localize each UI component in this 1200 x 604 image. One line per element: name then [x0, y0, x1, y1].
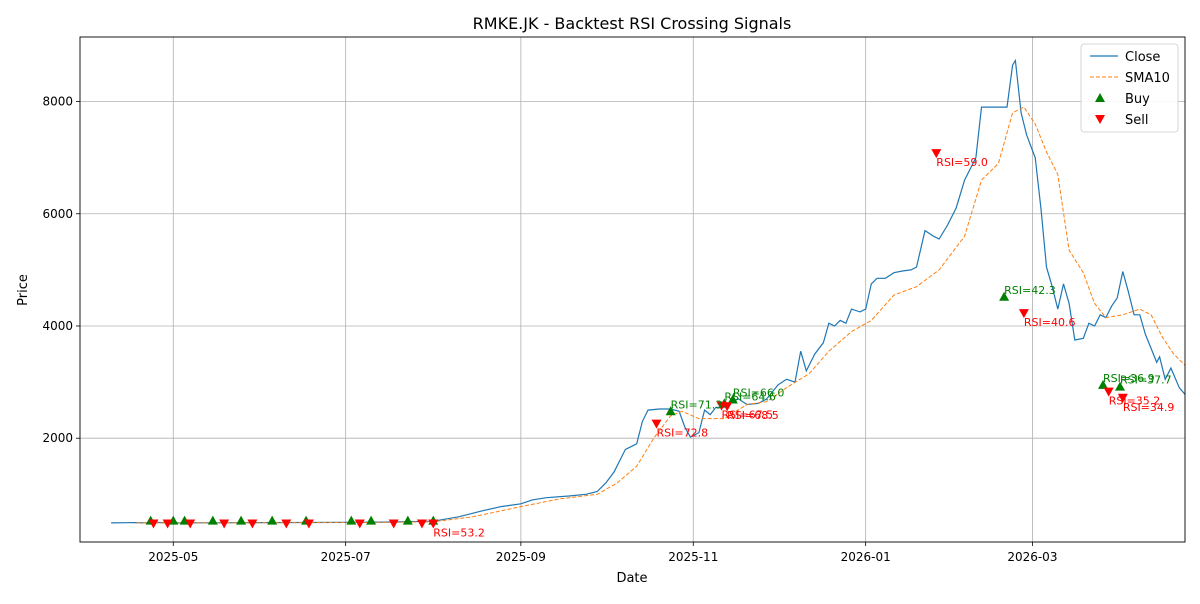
- legend-sma-label: SMA10: [1125, 71, 1170, 86]
- sell-marker: [281, 519, 292, 529]
- legend-close-label: Close: [1125, 50, 1160, 65]
- buy-marker: [346, 515, 357, 525]
- legend-buy-marker: [1095, 93, 1105, 102]
- chart-title: RMKE.JK - Backtest RSI Crossing Signals: [473, 14, 792, 33]
- sell-label: RSI=35.2: [1109, 395, 1161, 408]
- plot-area: [111, 58, 1186, 524]
- legend-sell-marker: [1095, 115, 1105, 124]
- close-price-line: [111, 58, 1186, 524]
- x-tick-label: 2025-09: [496, 550, 546, 564]
- sell-marker: [931, 149, 942, 159]
- buy-marker: [999, 291, 1010, 301]
- y-axis: 2000 4000 6000 8000: [42, 95, 80, 445]
- grid: [80, 37, 1185, 542]
- sell-marker: [1018, 309, 1029, 319]
- sell-marker: [219, 519, 230, 529]
- sell-label: RSI=72.8: [657, 427, 709, 440]
- sell-label: RSI=59.0: [936, 156, 988, 169]
- x-tick-label: 2026-03: [1007, 550, 1057, 564]
- buy-label: RSI=42.3: [1004, 284, 1056, 297]
- buy-marker: [267, 515, 278, 525]
- x-axis: 2025-05 2025-07 2025-09 2025-11 2026-01 2026-…: [148, 542, 1057, 564]
- buy-label: RSI=36.9: [1103, 372, 1155, 385]
- buy-label: RSI=71.3: [671, 398, 723, 411]
- sell-label: RSI=68.5: [727, 409, 779, 422]
- y-tick-label: 6000: [42, 207, 73, 221]
- sell-marker: [1117, 393, 1128, 403]
- x-tick-label: 2025-05: [148, 550, 198, 564]
- sell-label: RSI=53.2: [433, 526, 485, 539]
- y-tick-label: 8000: [42, 95, 73, 109]
- y-tick-label: 4000: [42, 319, 73, 333]
- buy-label: RSI=64.6: [724, 390, 776, 403]
- x-axis-label: Date: [616, 571, 647, 586]
- sell-marker: [148, 519, 159, 529]
- sell-marker: [1103, 387, 1114, 397]
- sell-marker: [722, 402, 733, 412]
- legend-buy-label: Buy: [1125, 92, 1150, 107]
- sell-label: RSI=34.9: [1123, 401, 1175, 414]
- x-tick-label: 2025-11: [668, 550, 718, 564]
- legend-box: [1080, 43, 1179, 133]
- plot-frame: [79, 36, 1186, 543]
- sell-label: RSI=67.5: [722, 409, 774, 422]
- legend-sell-label: Sell: [1125, 113, 1148, 128]
- y-axis-label: Price: [16, 274, 31, 306]
- sell-marker: [162, 519, 173, 529]
- sell-marker: [247, 519, 258, 529]
- sell-marker: [388, 519, 399, 529]
- buy-marker: [402, 515, 413, 525]
- buy-marker: [727, 394, 738, 404]
- sell-marker: [303, 519, 314, 529]
- buy-marker: [665, 406, 676, 416]
- sell-marker: [428, 519, 439, 529]
- buy-marker: [236, 515, 247, 525]
- sell-label: RSI=40.6: [1024, 316, 1076, 329]
- sell-marker: [354, 519, 365, 529]
- signal-markers: [145, 149, 1128, 529]
- buy-marker: [1098, 379, 1109, 389]
- y-tick-label: 2000: [42, 431, 73, 445]
- buy-label: RSI=37.7: [1120, 374, 1172, 387]
- sell-marker: [651, 419, 662, 429]
- sell-marker: [185, 519, 196, 529]
- x-tick-label: 2025-07: [321, 550, 371, 564]
- buy-marker: [207, 515, 218, 525]
- legend: Close SMA10 Buy Sell: [1080, 43, 1179, 133]
- sell-marker: [416, 519, 427, 529]
- x-tick-label: 2026-01: [841, 550, 891, 564]
- buy-label: RSI=66.0: [733, 386, 785, 399]
- sma10-line: [136, 106, 1186, 524]
- buy-marker: [1115, 381, 1125, 391]
- buy-marker: [366, 515, 377, 525]
